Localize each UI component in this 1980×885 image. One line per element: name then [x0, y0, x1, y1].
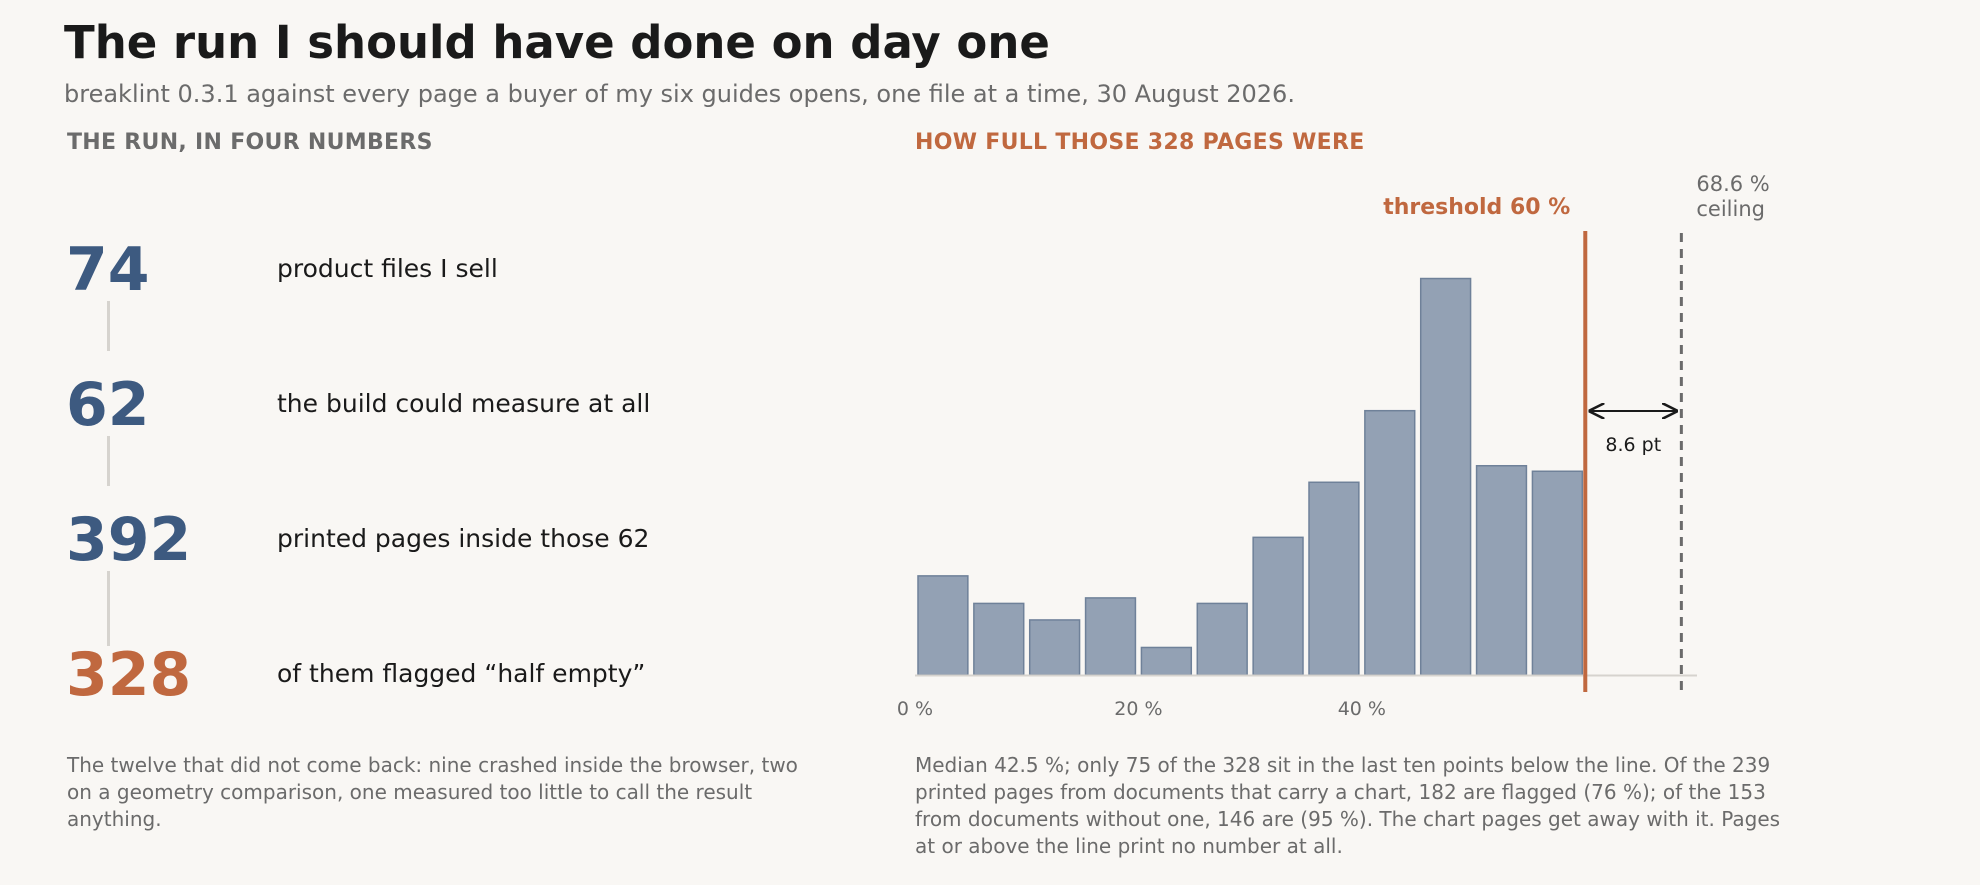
histogram-bar [1475, 464, 1528, 676]
histogram-bar [1252, 536, 1304, 676]
stat-product-files-value: 74 [66, 235, 150, 305]
chart-section-heading: HOW FULL THOSE 328 PAGES WERE [915, 130, 1365, 155]
stat-connector [107, 571, 110, 646]
x-tick-label: 0 % [897, 698, 933, 720]
left-footnote: The twelve that did not come back: nine … [67, 753, 798, 831]
x-tick-label: 20 % [1114, 698, 1162, 720]
stat-measured-value: 62 [66, 370, 150, 440]
x-tick-label: 40 % [1338, 698, 1386, 720]
histogram-bar [1028, 619, 1081, 676]
histogram-bar [1140, 646, 1193, 676]
histogram-bar [973, 602, 1025, 676]
ceiling-text-label: ceiling [1696, 197, 1765, 221]
ceiling-value-label: 68.6 % [1696, 172, 1769, 196]
stat-flagged-value: 328 [66, 640, 192, 710]
stat-flagged-label: of them flagged “half empty” [277, 659, 646, 688]
histogram-bar [1531, 470, 1584, 676]
threshold-label: threshold 60 % [1383, 195, 1570, 220]
histogram-bar [1308, 481, 1360, 676]
stat-connector [107, 301, 110, 351]
stat-pages-value: 392 [66, 505, 192, 575]
bars-layer [917, 277, 1584, 676]
x-ticks: 0 % 20 % 40 % [897, 698, 1386, 720]
histogram-bar [917, 575, 969, 676]
stat-product-files-label: product files I sell [277, 254, 498, 283]
chart-footnote: Median 42.5 %; only 75 of the 328 sit in… [915, 753, 1781, 858]
histogram-bar [1419, 277, 1472, 676]
stat-pages-label: printed pages inside those 62 [277, 524, 650, 553]
page-title: The run I should have done on day one [64, 16, 1050, 69]
histogram-bar [1084, 597, 1137, 676]
stat-connector [107, 436, 110, 486]
left-section-heading: THE RUN, IN FOUR NUMBERS [67, 130, 433, 155]
stat-measured-label: the build could measure at all [277, 389, 651, 418]
gap-label: 8.6 pt [1605, 434, 1661, 456]
histogram-bar [1364, 409, 1416, 676]
histogram-bar [1196, 602, 1248, 676]
page-subtitle: breaklint 0.3.1 against every page a buy… [64, 80, 1295, 108]
